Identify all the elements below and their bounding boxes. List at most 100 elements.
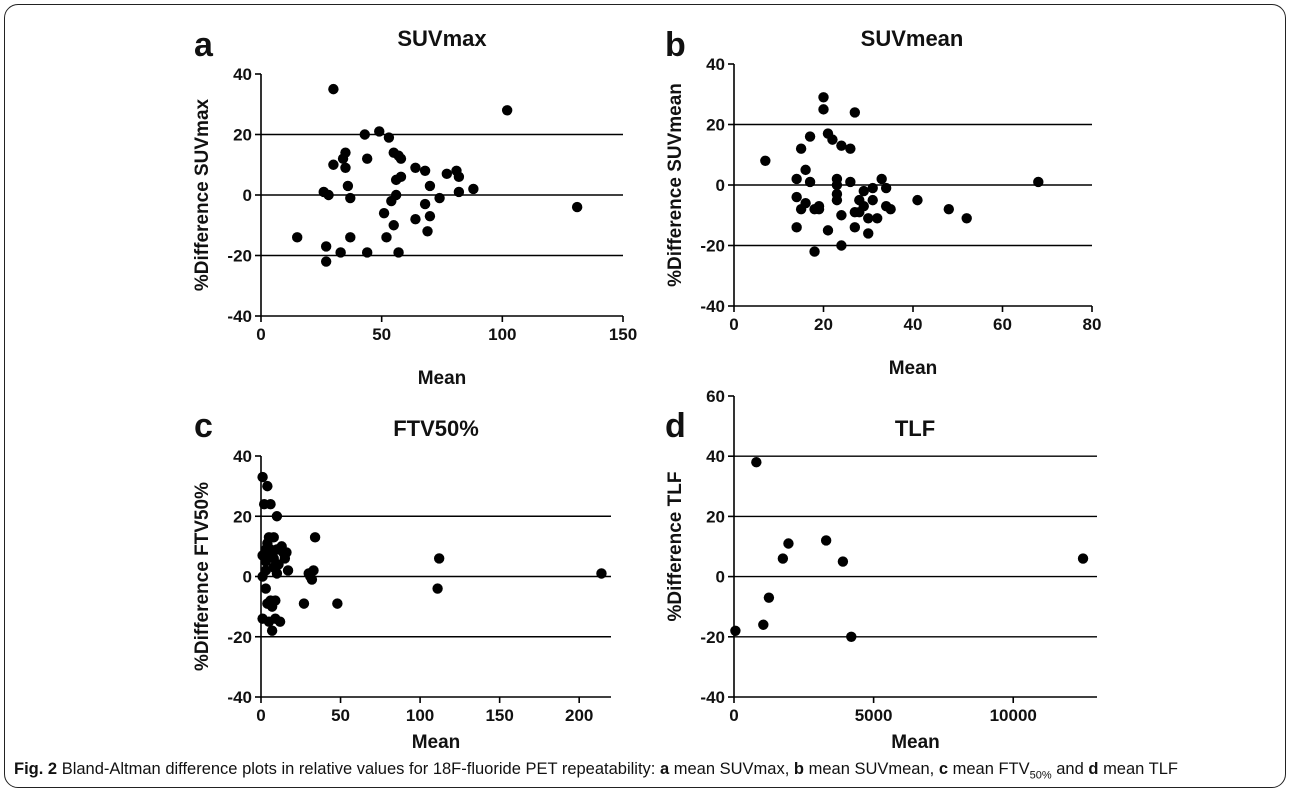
y-tick-label: 0 [716, 176, 725, 195]
data-point [340, 162, 351, 173]
data-point [912, 194, 923, 206]
data-point [858, 185, 869, 197]
caption-item-c-letter: c [938, 760, 949, 778]
data-point [381, 232, 392, 243]
y-tick-label: 20 [233, 507, 252, 526]
data-point [867, 182, 878, 194]
data-point [795, 143, 807, 154]
data-point [320, 256, 332, 267]
data-point [836, 240, 847, 251]
x-axis-label: Mean [891, 732, 940, 753]
data-point [298, 598, 310, 609]
data-point [390, 189, 402, 201]
data-point [359, 129, 370, 140]
data-point [306, 574, 318, 585]
x-tick-label: 100 [488, 325, 516, 344]
data-point [804, 176, 816, 188]
x-tick-label: 0 [729, 706, 738, 725]
x-tick-label: 150 [485, 706, 513, 725]
data-point [758, 619, 769, 630]
data-point [813, 204, 825, 215]
data-point [943, 204, 954, 215]
data-point [961, 213, 972, 224]
x-tick-label: 20 [814, 315, 833, 334]
data-point [783, 538, 794, 549]
y-tick-label: -40 [700, 688, 725, 707]
data-point [265, 499, 276, 510]
caption-intro: Bland-Altman difference plots in relativ… [61, 760, 656, 778]
data-point [800, 197, 811, 209]
data-point [763, 592, 775, 603]
data-point [332, 598, 343, 609]
data-point [849, 222, 861, 233]
data-point [441, 168, 453, 180]
caption-item-d-text: mean TLF [1103, 760, 1178, 778]
data-point [268, 532, 279, 543]
y-tick-label: -40 [227, 688, 252, 707]
chart-panel-b: b SUVmean -40 -20 0 20 40 0 20 40 60 80 Mean %Differe… [665, 26, 1101, 379]
data-point [433, 553, 445, 564]
x-tick-label: 10000 [990, 706, 1037, 725]
data-point [383, 132, 395, 143]
x-tick-label: 5000 [855, 706, 893, 725]
y-axis-label: %Difference SUVmean [665, 83, 686, 287]
data-point [791, 222, 802, 233]
x-tick-label: 60 [993, 315, 1012, 334]
data-point [320, 241, 332, 252]
data-point [760, 155, 771, 166]
data-point [849, 107, 861, 118]
caption-item-a-text: mean SUVmax [673, 760, 785, 778]
data-point [777, 553, 789, 564]
data-point [809, 246, 820, 257]
x-tick-label: 0 [729, 315, 738, 334]
data-point [863, 228, 874, 239]
data-point [571, 201, 583, 213]
data-point [395, 171, 407, 183]
data-point [791, 173, 802, 185]
x-tick-label: 100 [406, 706, 434, 725]
data-point [822, 225, 834, 236]
x-axis-label: Mean [889, 358, 938, 379]
data-point [863, 213, 874, 224]
data-point [424, 210, 436, 222]
data-point [596, 568, 607, 579]
data-point [328, 83, 339, 95]
panel-letter: d [665, 407, 686, 445]
data-point [880, 182, 892, 194]
data-point [846, 631, 857, 642]
data-point [831, 194, 843, 206]
x-tick-label: 50 [331, 706, 350, 725]
data-point [410, 162, 421, 173]
caption-item-d-letter: d [1088, 760, 1099, 778]
y-tick-label: 60 [706, 387, 725, 406]
y-axis-label: %Difference FTV50% [192, 482, 213, 671]
data-point [730, 625, 741, 636]
y-tick-label: 40 [233, 65, 252, 84]
x-axis-label: Mean [412, 732, 461, 753]
chart-title: FTV50% [393, 416, 479, 441]
data-point [271, 511, 283, 522]
data-point [845, 176, 856, 188]
data-point [270, 595, 281, 606]
data-point [274, 616, 286, 627]
data-point [800, 164, 811, 176]
y-tick-label: -40 [700, 297, 725, 316]
data-point [266, 625, 278, 636]
chart-title: TLF [895, 416, 935, 441]
y-tick-label: 40 [233, 447, 252, 466]
data-point [836, 140, 847, 151]
data-point [836, 210, 847, 221]
chart-panel-a: a SUVmax -40 -20 0 20 40 0 50 100 150 Mean %Differen… [192, 26, 637, 389]
y-tick-label: -20 [227, 628, 252, 647]
data-point [820, 535, 832, 546]
data-point [858, 200, 869, 212]
caption-item-c-text: mean FTV [952, 760, 1030, 778]
data-point [345, 192, 356, 204]
data-point [393, 247, 404, 258]
x-tick-label: 150 [609, 325, 637, 344]
data-point [845, 143, 856, 154]
data-point [1033, 176, 1044, 188]
panel-letter: c [194, 407, 213, 445]
x-axis-label: Mean [418, 368, 467, 389]
